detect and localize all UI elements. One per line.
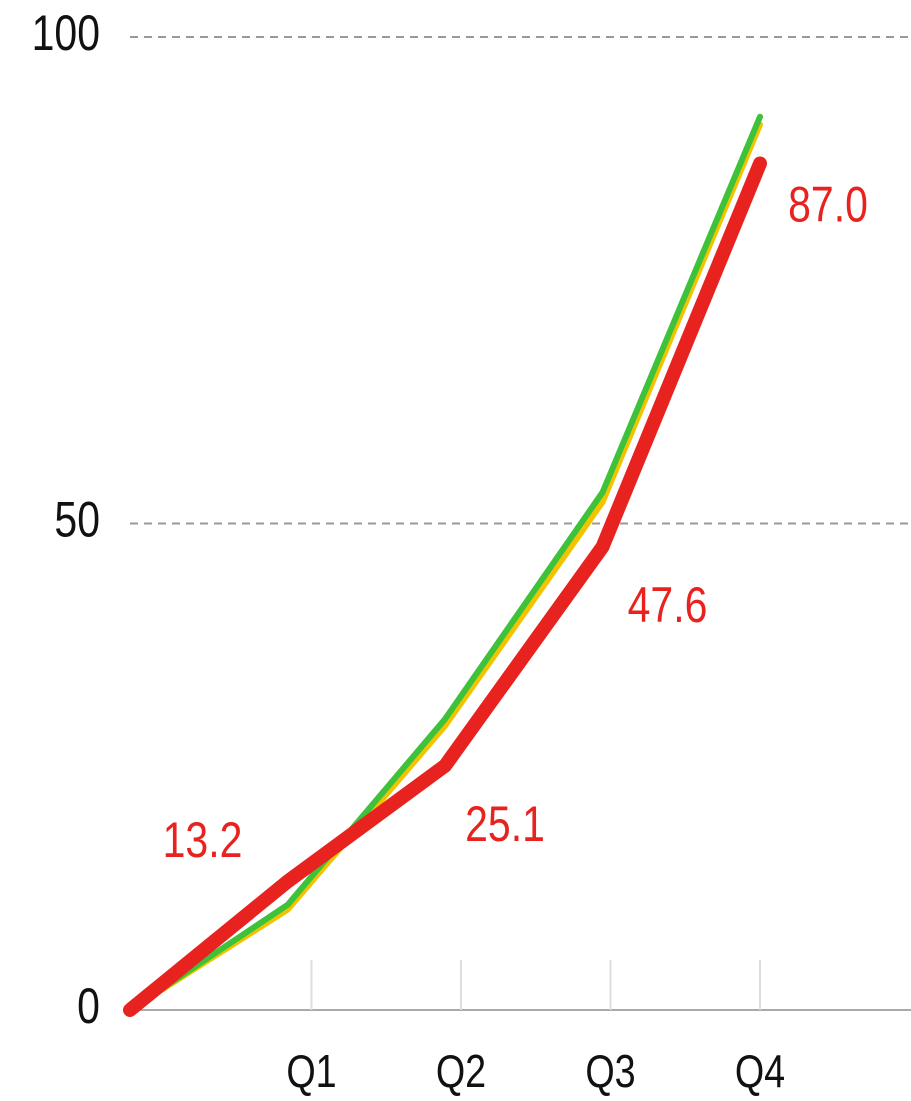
series-line (127, 113, 763, 1013)
y-tick-label: 0 (77, 978, 100, 1034)
series-line (127, 121, 763, 1013)
x-tick-label: Q3 (585, 1046, 635, 1097)
y-tick-label: 50 (54, 492, 100, 548)
y-tick-label: 100 (32, 5, 100, 61)
x-tick-label: Q4 (735, 1046, 785, 1097)
x-tick-label: Q1 (286, 1046, 336, 1097)
x-tick-label: Q2 (436, 1046, 486, 1097)
data-label: 87.0 (788, 177, 868, 233)
series-line (123, 156, 767, 1017)
data-label: 13.2 (163, 812, 243, 868)
data-label: 47.6 (628, 577, 708, 633)
data-label: 25.1 (465, 796, 545, 852)
